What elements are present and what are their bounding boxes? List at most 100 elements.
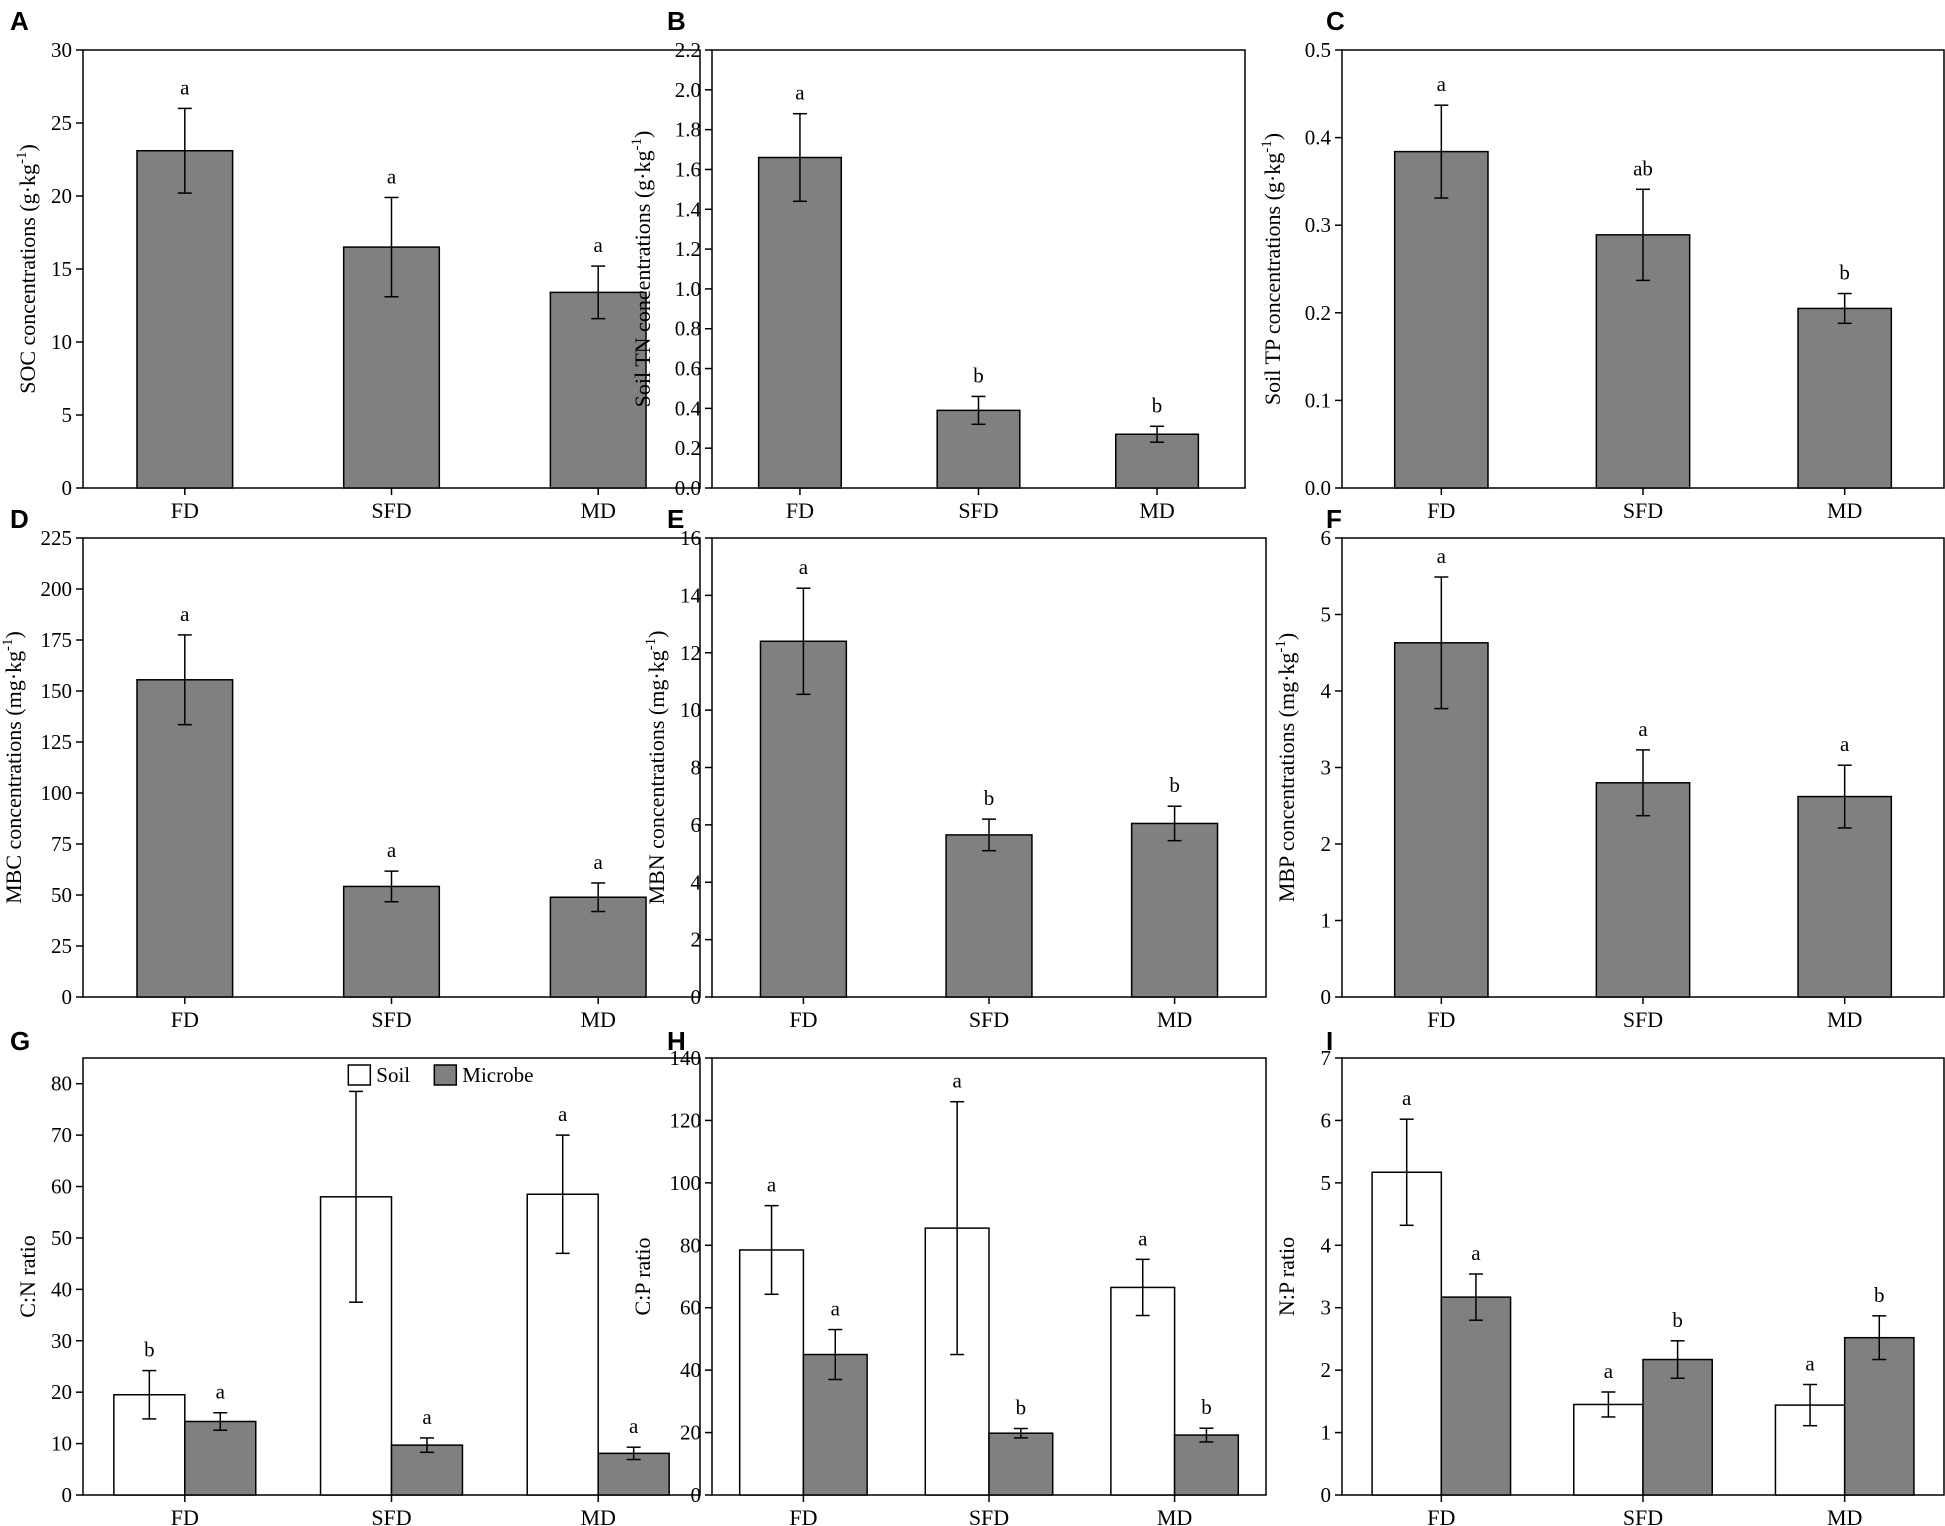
y-tick-label: 1: [1321, 1421, 1332, 1445]
bar-microbe-sfd: [988, 1432, 1054, 1496]
bar-microbe-sfd: [1642, 1358, 1713, 1496]
x-tick-label: SFD: [958, 498, 998, 523]
significance-letter: ab: [1633, 156, 1653, 180]
x-tick-label: MD: [1139, 498, 1174, 523]
y-axis-label-tail: ): [630, 131, 655, 138]
x-tick-label: MD: [580, 498, 615, 523]
y-tick-label: 225: [41, 526, 73, 550]
y-axis-label: MBP concentrations (mg·kg-1): [1273, 633, 1299, 903]
significance-letter: a: [1471, 1241, 1481, 1265]
y-tick-label: 16: [680, 526, 701, 550]
y-tick-label: 5: [1321, 603, 1332, 627]
y-tick-label: 15: [51, 257, 72, 281]
y-tick-label: 7: [1321, 1046, 1332, 1070]
y-axis-label-tail: ): [1274, 633, 1299, 640]
y-axis-label-tail: ): [15, 144, 40, 151]
significance-letter: a: [1604, 1359, 1614, 1383]
significance-letter: a: [594, 233, 604, 257]
significance-letter: a: [799, 555, 809, 579]
significance-letter: b: [1839, 261, 1850, 285]
y-axis-label: MBC concentrations (mg·kg-1): [0, 631, 26, 904]
x-tick-label: SFD: [1623, 1505, 1663, 1526]
bar-microbe-sfd: [342, 885, 441, 998]
panel-h: H 0 20 40 60 80 100 120 140 C:P ratio FD a a SFD a b MD a…: [630, 1026, 1267, 1526]
y-tick-label: 0.2: [675, 436, 701, 460]
y-axis-label-sup: -1: [0, 638, 16, 651]
significance-letter: a: [387, 164, 397, 188]
y-tick-label: 175: [41, 628, 73, 652]
bar-microbe-sfd: [390, 1444, 464, 1496]
y-axis-label: Soil TP concentrations (g·kg-1): [1259, 133, 1285, 405]
y-axis-label-main: C:N ratio: [15, 1235, 40, 1318]
x-tick-label: SFD: [1623, 1007, 1663, 1032]
y-tick-label: 0.5: [1305, 38, 1331, 62]
y-tick-label: 4: [691, 870, 702, 894]
y-tick-label: 2: [691, 928, 702, 952]
y-axis-label-main: MBN concentrations (mg·kg: [644, 650, 669, 904]
panel-letter: D: [10, 504, 29, 534]
y-tick-label: 0: [62, 476, 73, 500]
y-tick-label: 125: [41, 730, 73, 754]
y-tick-label: 10: [51, 1432, 72, 1456]
significance-letter: a: [422, 1405, 432, 1429]
bar-microbe-md: [597, 1452, 670, 1496]
legend-label-soil: Soil: [376, 1063, 410, 1087]
bar-microbe-md: [1173, 1434, 1240, 1496]
y-tick-label: 120: [670, 1108, 702, 1132]
y-tick-label: 2: [1321, 832, 1332, 856]
x-tick-label: FD: [171, 498, 199, 523]
bar-soil-fd: [1393, 150, 1489, 489]
significance-letter: a: [1638, 717, 1648, 741]
x-tick-label: MD: [1157, 1007, 1192, 1032]
y-tick-label: 2.2: [675, 38, 701, 62]
significance-letter: b: [1169, 773, 1180, 797]
x-tick-label: FD: [1427, 498, 1455, 523]
y-axis-label-tail: ): [1260, 133, 1285, 140]
x-tick-label: MD: [1827, 498, 1862, 523]
y-tick-label: 20: [680, 1421, 701, 1445]
y-tick-label: 40: [51, 1277, 72, 1301]
y-tick-label: 30: [51, 38, 72, 62]
x-tick-label: SFD: [371, 1505, 411, 1526]
significance-letter: a: [629, 1414, 639, 1438]
y-tick-label: 0: [691, 985, 702, 1009]
bar-soil-md: [549, 291, 647, 489]
panel-letter: H: [667, 1026, 686, 1056]
y-tick-label: 0.4: [1305, 126, 1332, 150]
significance-letter: a: [180, 602, 190, 626]
y-tick-label: 6: [691, 813, 702, 837]
y-tick-label: 20: [51, 184, 72, 208]
y-tick-label: 70: [51, 1123, 72, 1147]
y-tick-label: 0.2: [1305, 301, 1331, 325]
x-tick-label: SFD: [371, 498, 411, 523]
panel-letter: B: [667, 6, 686, 36]
bar-soil-md: [1110, 1286, 1176, 1496]
y-tick-label: 100: [41, 781, 73, 805]
y-tick-label: 0: [62, 985, 73, 1009]
y-tick-label: 3: [1321, 1296, 1332, 1320]
panel-f: F 0 1 2 3 4 5 6 MBP concentrations (mg·kg-1) FD a S…: [1273, 504, 1945, 1032]
y-tick-label: 200: [41, 577, 73, 601]
y-tick-label: 0.8: [675, 317, 701, 341]
bar-microbe-fd: [136, 679, 234, 998]
y-tick-label: 0: [1321, 985, 1332, 1009]
x-tick-label: SFD: [969, 1007, 1009, 1032]
bar-soil-fd: [757, 156, 843, 489]
y-tick-label: 25: [51, 111, 72, 135]
legend-swatch-microbe: [433, 1064, 458, 1086]
y-tick-label: 10: [51, 330, 72, 354]
bar-microbe-fd: [1440, 1296, 1512, 1496]
y-tick-label: 5: [1321, 1171, 1332, 1195]
x-tick-label: MD: [1827, 1505, 1862, 1526]
x-tick-label: FD: [171, 1007, 199, 1032]
significance-letter: a: [1437, 72, 1447, 96]
y-axis-label: MBN concentrations (mg·kg-1): [643, 631, 669, 905]
bar-microbe-md: [1843, 1336, 1915, 1496]
y-tick-label: 0: [691, 1483, 702, 1507]
bar-soil-fd: [136, 149, 234, 489]
x-tick-label: SFD: [371, 1007, 411, 1032]
x-tick-label: MD: [1827, 1007, 1862, 1032]
y-tick-label: 50: [51, 883, 72, 907]
